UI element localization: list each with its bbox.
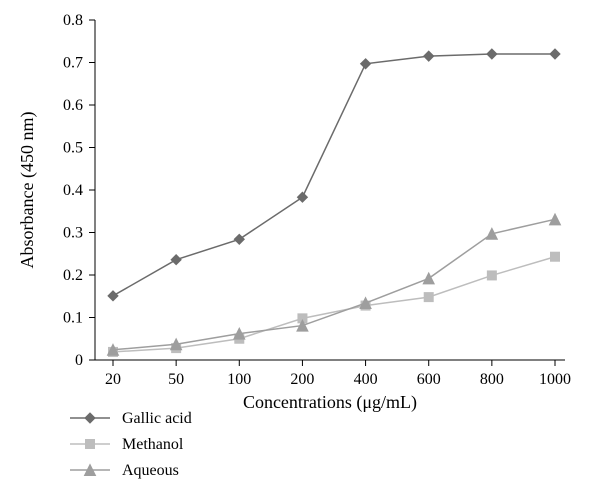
series-marker: [424, 51, 434, 61]
x-tick-label: 20: [105, 371, 121, 388]
absorbance-chart: 0 0.1 0.2 0.3 0.4 0.5 0.6 0.7 0.8 20 50 100 200 400 60…: [0, 0, 600, 501]
series-marker: [550, 214, 561, 225]
series-marker: [361, 59, 371, 69]
legend-marker: [85, 413, 95, 423]
series-marker: [487, 271, 496, 280]
y-tick-label: 0.3: [63, 225, 83, 242]
chart-svg: 0 0.1 0.2 0.3 0.4 0.5 0.6 0.7 0.8 20 50 100 200 400 60…: [0, 0, 600, 501]
legend-marker: [86, 440, 95, 449]
y-axis-title: Absorbance (450 nm): [17, 112, 38, 269]
y-tick-label: 0.5: [63, 140, 83, 157]
series-marker: [234, 234, 244, 244]
series-marker: [424, 293, 433, 302]
y-tick-label: 0.8: [63, 12, 83, 29]
legend-label: Gallic acid: [122, 410, 192, 427]
series-marker: [423, 273, 434, 284]
x-tick-label: 50: [168, 371, 184, 388]
series-marker: [550, 49, 560, 59]
x-tick-label: 1000: [539, 371, 571, 388]
y-tick-label: 0.1: [63, 310, 83, 327]
legend-label: Aqueous: [122, 462, 179, 479]
x-axis-title: Concentrations (μg/mL): [243, 392, 417, 413]
y-tick-label: 0.7: [63, 55, 83, 72]
x-tick-label: 100: [227, 371, 251, 388]
y-tick-label: 0: [75, 352, 83, 369]
legend-label: Methanol: [122, 436, 184, 453]
x-tick-label: 800: [480, 371, 504, 388]
x-tick-label: 200: [290, 371, 314, 388]
series-marker: [486, 228, 497, 239]
x-tick-label: 400: [354, 371, 378, 388]
series-marker: [487, 49, 497, 59]
x-tick-label: 600: [417, 371, 441, 388]
series-marker: [108, 291, 118, 301]
series-marker: [297, 192, 307, 202]
series-marker: [551, 252, 560, 261]
y-tick-label: 0.6: [63, 97, 83, 114]
series-marker: [171, 255, 181, 265]
y-tick-label: 0.4: [63, 182, 83, 199]
y-tick-label: 0.2: [63, 267, 83, 284]
